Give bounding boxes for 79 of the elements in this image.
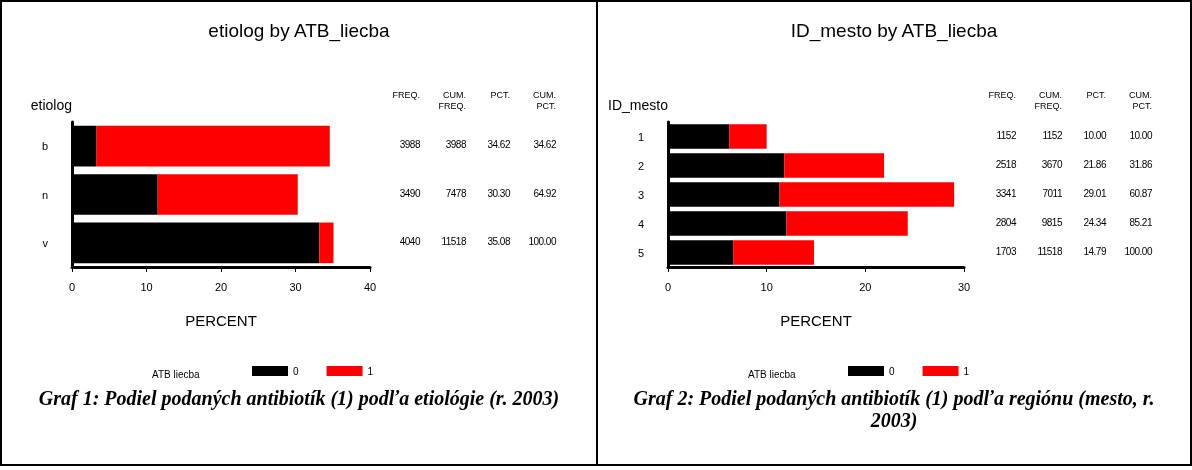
y-tick-label: 4 (637, 217, 644, 230)
bar (319, 222, 334, 264)
text: PCT. (489, 90, 510, 101)
bar (729, 124, 767, 149)
text: 4040 (398, 235, 420, 247)
y-axis-title: etiolog (30, 97, 72, 113)
text: 64.92 (532, 187, 556, 199)
text: 2518 (994, 158, 1016, 170)
chart-title: etiolog by ATB_liecba (208, 20, 391, 42)
bar (786, 211, 908, 236)
text: CUM. PCT. (532, 90, 556, 112)
text: Graf 1: Podiel podaných antibiotík (1) podľa etiológie (r. 2003) (37, 387, 561, 409)
text: 31.86 (1128, 158, 1152, 170)
text: Graf 2: Podiel podaných antibiotík (1) podľa regiónu (mesto, r. 2003) (632, 387, 1156, 431)
text: 29.01 (1082, 187, 1106, 199)
x-tick-label: 40 (363, 280, 377, 293)
bar (779, 182, 955, 207)
bar (784, 153, 885, 178)
text: 3988 (444, 139, 466, 151)
x-tick-label: 0 (664, 280, 672, 293)
x-tick-label: 10 (140, 280, 153, 293)
text: 3341 (994, 187, 1016, 199)
text: CUM. FREQ. (1033, 90, 1062, 112)
legend-label: 1 (367, 365, 374, 377)
bar (96, 125, 330, 167)
text: 9815 (1040, 216, 1062, 228)
text: 30.30 (486, 187, 510, 199)
y-tick-label: 3 (637, 188, 644, 201)
y-tick-label: n (41, 188, 48, 201)
text: 100.00 (1123, 245, 1152, 257)
bar (157, 174, 298, 215)
text: CUM. PCT. (1128, 90, 1152, 112)
text: 1152 (1041, 129, 1062, 141)
text: 85.21 (1128, 216, 1152, 228)
text: 24.34 (1082, 216, 1106, 228)
text: 100.00 (527, 235, 556, 247)
y-tick-label: b (41, 140, 48, 153)
bar (733, 240, 815, 265)
y-tick-label: 2 (637, 159, 644, 172)
y-tick-label: 1 (637, 130, 644, 143)
legend-title: ATB liecba (748, 368, 797, 380)
text: 11518 (440, 235, 466, 247)
y-tick-label: v (42, 236, 49, 249)
text: 34.62 (532, 139, 556, 151)
text: 10.00 (1128, 129, 1152, 141)
text: 2804 (994, 216, 1016, 228)
x-tick-label: 30 (957, 280, 971, 293)
text: 7478 (444, 187, 466, 199)
y-tick-label: 5 (637, 246, 644, 259)
legend-label: 0 (293, 365, 299, 377)
legend-label: 0 (889, 365, 895, 377)
text: 3490 (398, 187, 420, 199)
x-axis-title: PERCENT (780, 312, 852, 329)
text: 1152 (995, 129, 1016, 141)
text: FREQ. (987, 90, 1016, 101)
text: 3988 (398, 139, 420, 151)
x-tick-label: 10 (760, 280, 773, 293)
text: 14.79 (1082, 245, 1106, 257)
x-tick-label: 20 (859, 280, 872, 293)
text: 60.87 (1128, 187, 1152, 199)
text: FREQ. (391, 90, 420, 101)
text: 11518 (1036, 245, 1062, 257)
legend-label: 1 (963, 365, 970, 377)
x-tick-label: 30 (289, 280, 302, 293)
text: PCT. (1085, 90, 1106, 101)
y-axis-title: ID_mesto (608, 97, 669, 113)
text: 7011 (1041, 187, 1062, 199)
x-tick-label: 0 (68, 280, 76, 293)
x-axis-title: PERCENT (185, 312, 257, 329)
x-tick-label: 20 (214, 280, 228, 293)
text: 1703 (994, 245, 1016, 257)
text: 35.08 (486, 235, 510, 247)
text: 21.86 (1082, 158, 1106, 170)
text: 10.00 (1082, 129, 1106, 141)
chart-title: ID_mesto by ATB_liecba (790, 20, 998, 42)
text: 34.62 (486, 139, 510, 151)
text: CUM. FREQ. (437, 90, 466, 112)
legend-title: ATB liecba (152, 368, 201, 380)
text: 3670 (1040, 158, 1062, 170)
